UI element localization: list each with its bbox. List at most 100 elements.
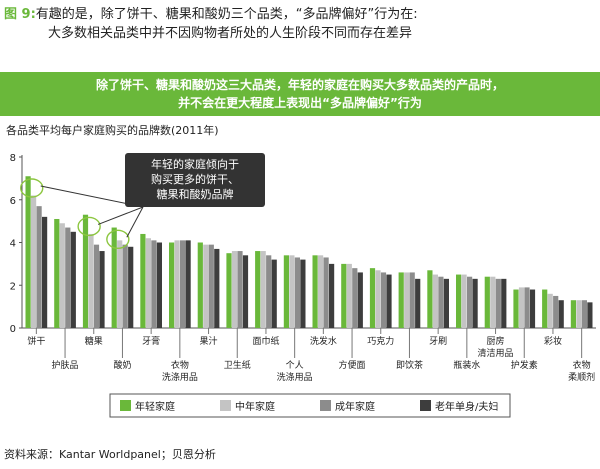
title-line-1: 有趣的是，除了饼干、糖果和酸奶三个品类，“多品牌偏好”行为在: (35, 7, 418, 22)
bar (323, 257, 329, 328)
bar (36, 206, 42, 328)
bar (432, 274, 438, 328)
bar (461, 274, 467, 328)
bar (174, 240, 180, 328)
bar (558, 300, 564, 328)
bar (329, 263, 335, 329)
bar (375, 270, 381, 328)
bar (214, 248, 220, 328)
bar (404, 272, 410, 328)
callout-text: 年轻的家庭倾向于 (151, 157, 239, 171)
callout-leader (97, 206, 144, 225)
bar (99, 251, 105, 328)
x-tick-label: 饼干 (27, 335, 45, 347)
legend-label: 中年家庭 (235, 400, 275, 413)
x-tick-label: 瓶装水 (453, 359, 480, 371)
bar (513, 289, 519, 328)
bar (203, 244, 209, 328)
bar (42, 216, 48, 328)
chart-title: 各品类平均每户家庭购买的品牌数(2011年) (6, 123, 219, 137)
bar (357, 272, 363, 328)
x-tick-label: 洗发水 (310, 335, 337, 347)
bar (409, 272, 415, 328)
bar (260, 251, 266, 328)
highlight-ellipse (106, 229, 130, 249)
bar (352, 268, 358, 328)
x-tick-label: 衣物 (171, 359, 189, 371)
x-tick-label: 方便面 (339, 359, 366, 371)
bar (128, 246, 134, 328)
bar (151, 240, 157, 328)
x-tick-label: 面巾纸 (252, 335, 279, 347)
bar (346, 263, 352, 329)
bar (271, 259, 277, 328)
bar (242, 255, 249, 328)
y-tick-label: 4 (10, 239, 16, 250)
bar (185, 240, 191, 328)
legend-label: 年轻家庭 (135, 400, 175, 413)
bar (490, 276, 496, 328)
bar (54, 218, 60, 328)
bar (456, 274, 462, 328)
x-tick-label: 即饮茶 (396, 359, 423, 371)
x-tick-label: 柔顺剂 (568, 371, 595, 383)
bar (472, 278, 478, 328)
bar (197, 242, 203, 328)
chart: 各品类平均每户家庭购买的品牌数(2011年) 0 2 4 6 8 饼干护肤品糖果酸奶牙膏衣物… (6, 123, 596, 418)
bar (415, 278, 421, 328)
banner-line-1: 除了饼干、糖果和酸奶这三大品类，年轻的家庭在购买大多数品类的产品时， (95, 78, 504, 92)
bar (117, 240, 123, 328)
bar (93, 244, 100, 328)
x-tick-label: 洗涤用品 (277, 371, 313, 383)
bar (542, 289, 548, 328)
bar (156, 242, 162, 328)
bar (208, 244, 214, 328)
bar (122, 244, 128, 328)
figure-title: 图 9:有趣的是，除了饼干、糖果和酸奶三个品类，“多品牌偏好”行为在: 大多数相… (4, 5, 596, 43)
x-tick-label: 护发素 (511, 359, 538, 371)
source-note: 资料来源：Kantar Worldpanel；贝恩分析 (4, 448, 216, 461)
callout-leader (126, 206, 144, 238)
x-tick-label: 巧克力 (367, 335, 394, 347)
x-tick-label: 厨房 (487, 335, 505, 347)
x-tick-label: 果汁 (200, 335, 218, 347)
y-tick-label: 6 (10, 196, 16, 207)
bar (59, 223, 65, 328)
bar (169, 242, 175, 328)
legend-label: 老年单身/夫妇 (435, 400, 498, 413)
x-tick-label: 个人 (286, 360, 304, 371)
legend-box (109, 393, 511, 418)
bar (398, 272, 404, 328)
x-tick-label: 牙膏 (142, 335, 160, 347)
bar (495, 278, 501, 328)
x-tick-label: 护肤品 (52, 359, 79, 371)
bar (581, 300, 587, 328)
bar (300, 259, 306, 328)
bar (231, 251, 238, 328)
banner-line-2: 并不会在更大程度上表现出“多品牌偏好”行为 (178, 96, 422, 110)
bar (180, 240, 186, 328)
bar (237, 251, 243, 328)
y-tick-label: 0 (10, 324, 16, 335)
bar (65, 227, 71, 328)
bar (386, 274, 392, 328)
bar (576, 300, 582, 328)
legend-swatch (420, 400, 431, 411)
x-tick-label: 牙刷 (429, 336, 447, 347)
x-tick-label: 衣物 (573, 359, 591, 371)
y-tick-label: 2 (10, 281, 16, 292)
bar (70, 231, 76, 328)
figure-label: 图 9: (4, 7, 36, 22)
bar (467, 276, 473, 328)
callout-text: 糖果和酸奶品牌 (157, 187, 234, 201)
bar (427, 270, 433, 328)
bar (501, 278, 507, 328)
bar (289, 255, 295, 328)
title-line-2: 大多数相关品类中并不因购物者所处的人生阶段不同而存在差异 (48, 26, 413, 41)
legend-swatch (220, 400, 231, 411)
bar (570, 300, 576, 328)
x-tick-label: 卫生纸 (224, 359, 251, 371)
callout-text: 购买更多的饼干、 (151, 172, 239, 186)
bar (283, 255, 289, 328)
bar (587, 302, 593, 328)
